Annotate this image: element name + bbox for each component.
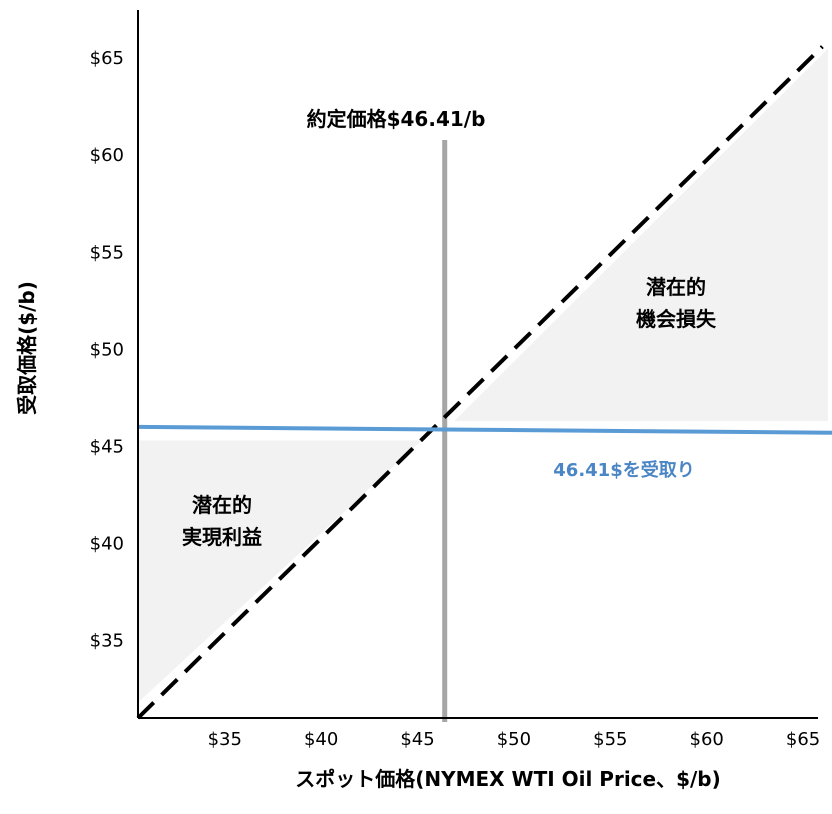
shaded-regions <box>138 48 829 703</box>
tick-labels: $35 $40 $45 $50 $55 $60 $65 $35 $40 $45 $50 $55 $60 $… <box>90 48 821 750</box>
y-tick-label: $50 <box>90 339 124 360</box>
x-tick-label: $60 <box>690 729 724 750</box>
x-tick-label: $65 <box>786 729 820 750</box>
y-tick-label: $45 <box>90 436 124 457</box>
y-axis-title: 受取価格($/b) <box>15 281 39 415</box>
region-loss-label-line2: 機会損失 <box>636 307 717 331</box>
receive-label: 46.41$を受取り <box>553 459 694 481</box>
x-tick-label: $50 <box>497 729 531 750</box>
spot-price-diagonal-line <box>136 45 824 720</box>
x-tick-label: $45 <box>400 729 434 750</box>
region-gain-label-line1: 潜在的 <box>192 493 252 517</box>
received-price-line <box>137 424 832 435</box>
x-tick-label: $55 <box>593 729 627 750</box>
y-tick-label: $40 <box>90 533 124 554</box>
x-tick-label: $35 <box>208 729 242 750</box>
region-1 <box>454 48 829 422</box>
series-lines <box>136 45 832 722</box>
y-tick-label: $65 <box>90 48 124 69</box>
y-tick-label: $55 <box>90 242 124 263</box>
region-loss-label-line1: 潜在的 <box>646 275 706 299</box>
annotations: 約定価格$46.41/b 46.41$を受取り 潜在的 実現利益 潜在的 機会損… <box>15 107 721 791</box>
y-tick-label: $60 <box>90 145 124 166</box>
axes <box>137 10 818 719</box>
y-tick-label: $35 <box>90 630 124 651</box>
region-0 <box>138 440 422 703</box>
strike-label: 約定価格$46.41/b <box>307 107 486 131</box>
x-tick-label: $40 <box>304 729 338 750</box>
region-gain-label-line2: 実現利益 <box>182 525 262 549</box>
x-axis-title: スポット価格(NYMEX WTI Oil Price、$/b) <box>295 767 721 791</box>
